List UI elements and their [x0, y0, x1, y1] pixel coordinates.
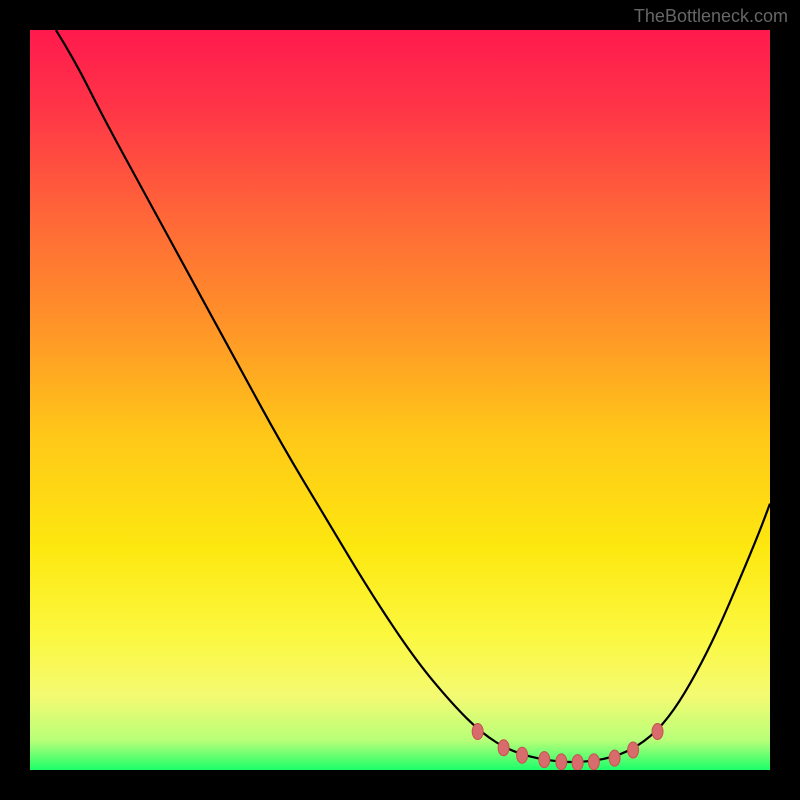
marker-point — [588, 754, 599, 770]
marker-point — [472, 724, 483, 740]
marker-point — [517, 747, 528, 763]
watermark-text: TheBottleneck.com — [634, 6, 788, 27]
plot-area — [30, 30, 770, 770]
marker-point — [572, 755, 583, 770]
marker-point — [609, 750, 620, 766]
chart-container: TheBottleneck.com — [0, 0, 800, 800]
marker-point — [498, 740, 509, 756]
marker-point — [556, 754, 567, 770]
marker-point — [652, 724, 663, 740]
highlight-markers — [30, 30, 770, 770]
marker-point — [628, 742, 639, 758]
marker-point — [539, 752, 550, 768]
